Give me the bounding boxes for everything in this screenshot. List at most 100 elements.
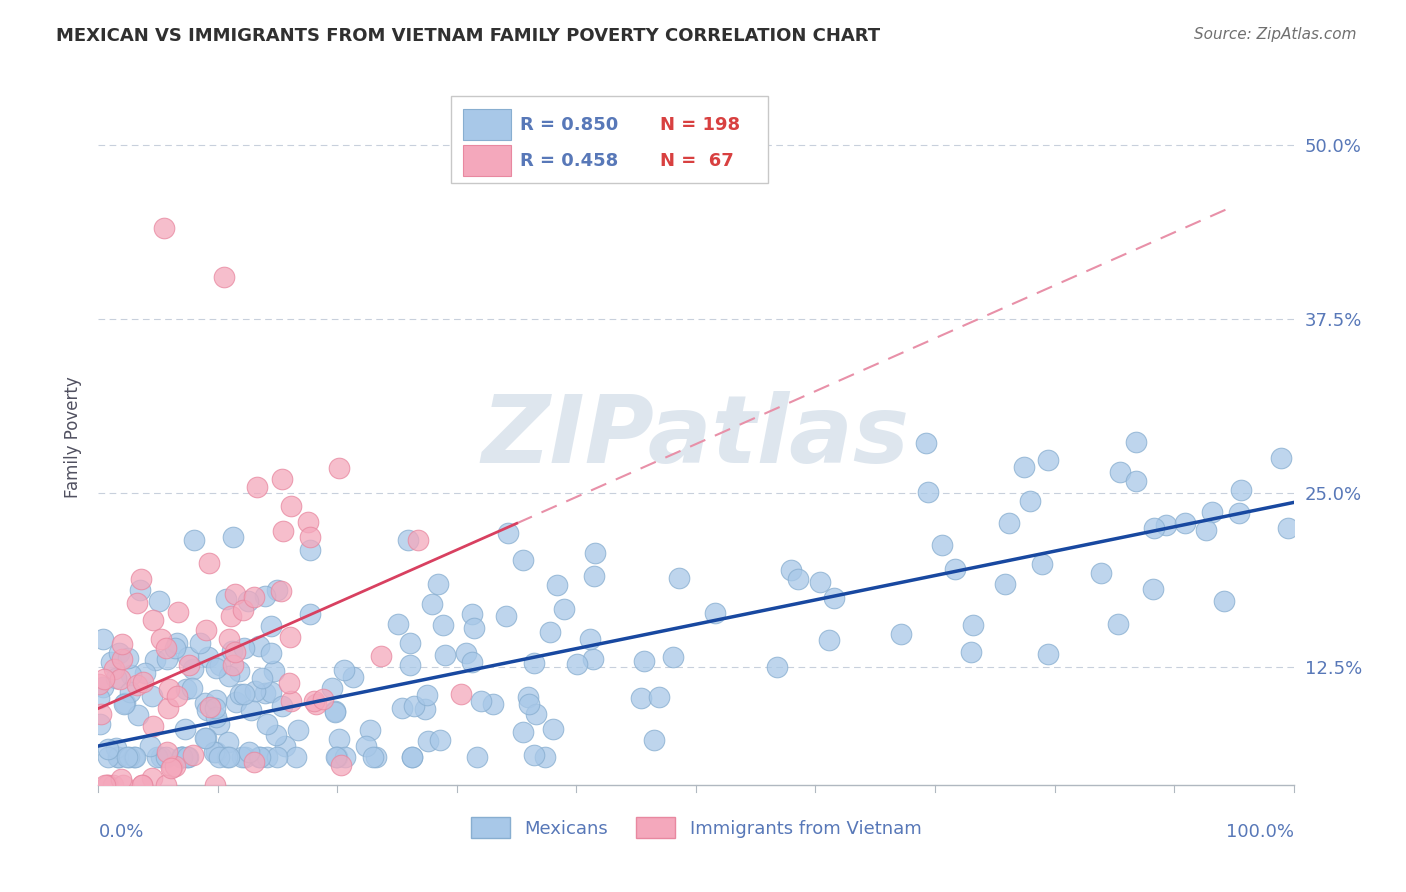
- Point: [534, 750, 557, 764]
- Point: [246, 480, 269, 494]
- Point: [512, 553, 534, 567]
- Point: [204, 778, 226, 792]
- Point: [111, 637, 134, 651]
- FancyBboxPatch shape: [463, 109, 510, 140]
- Point: [155, 640, 177, 655]
- Point: [354, 739, 377, 754]
- Point: [260, 619, 283, 633]
- Point: [643, 733, 665, 747]
- Point: [108, 646, 131, 660]
- Point: [194, 697, 217, 711]
- Point: [128, 583, 150, 598]
- Point: [1201, 504, 1223, 518]
- Point: [218, 632, 240, 646]
- Point: [243, 590, 266, 604]
- Point: [277, 676, 299, 690]
- Point: [370, 649, 392, 664]
- Point: [228, 664, 250, 678]
- Point: [434, 648, 457, 662]
- Point: [103, 662, 125, 676]
- Point: [232, 687, 254, 701]
- Point: [214, 270, 236, 285]
- Point: [159, 761, 181, 775]
- Point: [312, 691, 335, 706]
- Point: [197, 649, 219, 664]
- Point: [127, 707, 149, 722]
- Point: [111, 778, 134, 792]
- Point: [177, 750, 200, 764]
- Text: N =  67: N = 67: [661, 152, 734, 169]
- Text: N = 198: N = 198: [661, 116, 740, 134]
- Point: [87, 690, 110, 705]
- Text: Source: ZipAtlas.com: Source: ZipAtlas.com: [1194, 27, 1357, 42]
- Point: [149, 750, 172, 764]
- Point: [416, 689, 439, 703]
- Point: [420, 597, 443, 611]
- Point: [205, 660, 228, 674]
- Point: [181, 681, 204, 696]
- Point: [232, 640, 254, 655]
- Point: [200, 700, 222, 714]
- Point: [391, 701, 413, 715]
- Point: [231, 750, 253, 764]
- Point: [297, 515, 319, 529]
- Point: [183, 533, 205, 548]
- Point: [138, 739, 160, 754]
- Point: [96, 778, 118, 792]
- Point: [325, 750, 347, 764]
- Point: [266, 728, 288, 742]
- Point: [266, 750, 288, 764]
- Point: [328, 732, 350, 747]
- Point: [994, 577, 1017, 591]
- Point: [413, 702, 436, 716]
- Point: [221, 530, 243, 544]
- Point: [582, 568, 605, 582]
- Point: [253, 589, 276, 603]
- Point: [284, 750, 307, 764]
- Point: [177, 650, 200, 665]
- Point: [1270, 450, 1292, 465]
- Point: [567, 657, 589, 672]
- Point: [359, 723, 381, 738]
- Point: [1195, 524, 1218, 538]
- Point: [633, 654, 655, 668]
- Point: [204, 693, 226, 707]
- Point: [998, 516, 1021, 530]
- Point: [120, 685, 142, 699]
- Point: [218, 750, 240, 764]
- Point: [112, 698, 135, 712]
- Point: [197, 556, 219, 570]
- FancyBboxPatch shape: [463, 145, 510, 177]
- Point: [298, 607, 321, 621]
- Point: [243, 683, 266, 698]
- Point: [202, 745, 225, 759]
- Point: [131, 778, 153, 792]
- Point: [173, 722, 195, 736]
- Point: [204, 700, 226, 714]
- Point: [579, 632, 602, 646]
- Point: [195, 703, 218, 717]
- Point: [1143, 521, 1166, 535]
- Point: [105, 671, 128, 685]
- Point: [517, 697, 540, 711]
- Point: [129, 572, 152, 586]
- Point: [396, 533, 419, 548]
- Point: [1229, 506, 1251, 520]
- Point: [125, 596, 148, 610]
- Point: [124, 750, 146, 764]
- Point: [361, 750, 384, 764]
- Point: [823, 591, 845, 605]
- Point: [280, 694, 302, 708]
- Point: [141, 690, 163, 704]
- Point: [170, 750, 193, 764]
- Point: [470, 694, 492, 708]
- Point: [108, 672, 131, 686]
- Point: [256, 750, 278, 764]
- Point: [342, 670, 364, 684]
- Point: [236, 594, 259, 608]
- Point: [523, 747, 546, 762]
- Point: [1090, 566, 1112, 580]
- Point: [454, 646, 477, 660]
- Point: [188, 635, 211, 649]
- Point: [450, 687, 472, 701]
